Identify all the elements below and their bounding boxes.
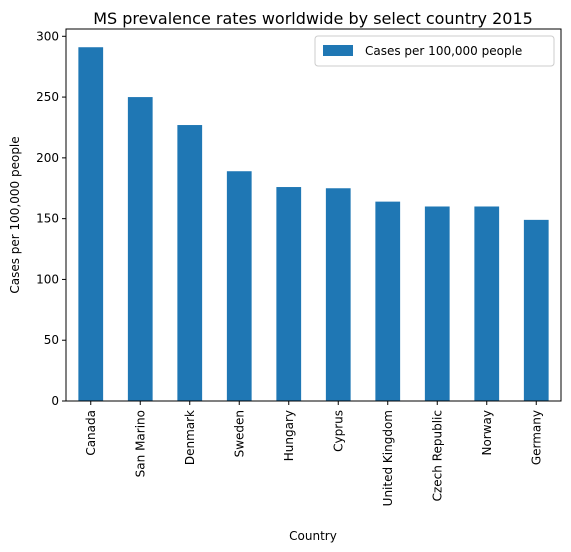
legend-swatch xyxy=(323,45,353,56)
bars-group xyxy=(78,47,549,402)
bar-8 xyxy=(474,206,500,401)
y-axis-label: Cases per 100,000 people xyxy=(8,136,22,293)
x-tick-label-2: Denmark xyxy=(183,410,197,465)
chart-title: MS prevalence rates worldwide by select … xyxy=(93,9,533,28)
bar-7 xyxy=(424,206,450,401)
y-tick-label-1: 50 xyxy=(44,333,59,347)
x-tick-label-5: Cyprus xyxy=(331,410,345,452)
x-tick-label-6: United Kingdom xyxy=(381,410,395,506)
y-tick-label-4: 200 xyxy=(36,151,59,165)
x-axis-ticks: Canada San Marino Denmark Sweden Hungary Cypr… xyxy=(84,401,543,506)
y-tick-label-0: 0 xyxy=(51,394,59,408)
legend: Cases per 100,000 people xyxy=(314,35,555,67)
bar-9 xyxy=(523,219,549,401)
y-tick-label-6: 300 xyxy=(36,29,59,43)
x-tick-label-9: Germany xyxy=(529,410,543,465)
x-axis-label: Country xyxy=(289,529,337,543)
bar-0 xyxy=(78,47,104,402)
bar-2 xyxy=(177,125,203,401)
bar-1 xyxy=(127,97,153,401)
legend-label: Cases per 100,000 people xyxy=(365,44,522,58)
x-tick-label-1: San Marino xyxy=(133,410,147,477)
x-tick-label-8: Norway xyxy=(480,410,494,456)
y-tick-label-3: 150 xyxy=(36,212,59,226)
bar-6 xyxy=(375,201,401,401)
y-tick-label-2: 100 xyxy=(36,272,59,286)
y-axis-ticks: 0 50 100 150 200 250 300 xyxy=(36,29,66,408)
y-tick-label-5: 250 xyxy=(36,90,59,104)
bar-4 xyxy=(276,187,302,401)
x-tick-label-3: Sweden xyxy=(232,410,246,457)
x-tick-label-4: Hungary xyxy=(282,410,296,461)
bar-3 xyxy=(226,171,252,401)
x-tick-label-0: Canada xyxy=(84,410,98,456)
legend-box xyxy=(314,35,555,67)
bar-5 xyxy=(325,188,351,401)
plot-frame xyxy=(65,28,562,402)
x-tick-label-7: Czech Republic xyxy=(430,410,444,501)
